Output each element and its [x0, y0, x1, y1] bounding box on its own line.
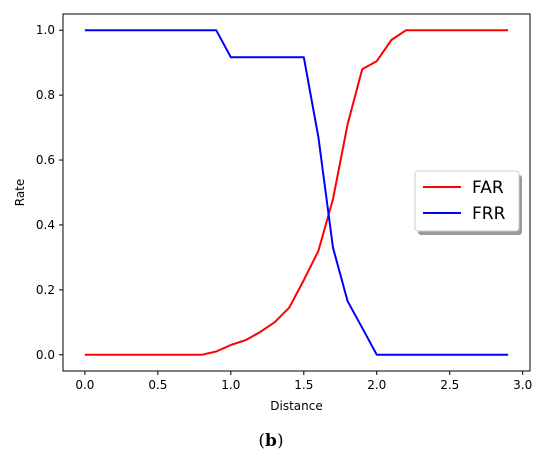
- legend-label-frr: FRR: [472, 204, 506, 224]
- y-tick-label: 1.0: [36, 23, 55, 37]
- y-tick-label: 0.4: [36, 218, 55, 232]
- series-line-frr: [84, 29, 509, 356]
- x-tick-label: 0.0: [75, 378, 94, 392]
- legend-label-far: FAR: [472, 178, 504, 198]
- y-tick-label: 0.8: [36, 88, 55, 102]
- legend: FAR FRR: [414, 170, 522, 235]
- series-lines: [84, 29, 509, 356]
- y-tick-label: 0.2: [36, 283, 55, 297]
- x-tick-label: 2.0: [367, 378, 386, 392]
- x-tick-label: 0.5: [148, 378, 167, 392]
- y-tick-label: 0.0: [36, 348, 55, 362]
- y-axis-label: Rate: [13, 179, 27, 207]
- x-tick-label: 2.5: [440, 378, 459, 392]
- x-tick-label: 3.0: [513, 378, 532, 392]
- x-tick-label: 1.0: [221, 378, 240, 392]
- figure-caption: (b): [258, 431, 283, 451]
- y-tick-label: 0.6: [36, 153, 55, 167]
- series-line-far: [84, 29, 509, 356]
- x-tick-label: 1.5: [294, 378, 313, 392]
- x-axis-label: Distance: [270, 399, 322, 413]
- axis-ticks: 0.0 0.5 1.0 1.5 2.0 2.5 3.0 0.0 0.2 0.4 0.6 0.8 1.0: [36, 23, 532, 392]
